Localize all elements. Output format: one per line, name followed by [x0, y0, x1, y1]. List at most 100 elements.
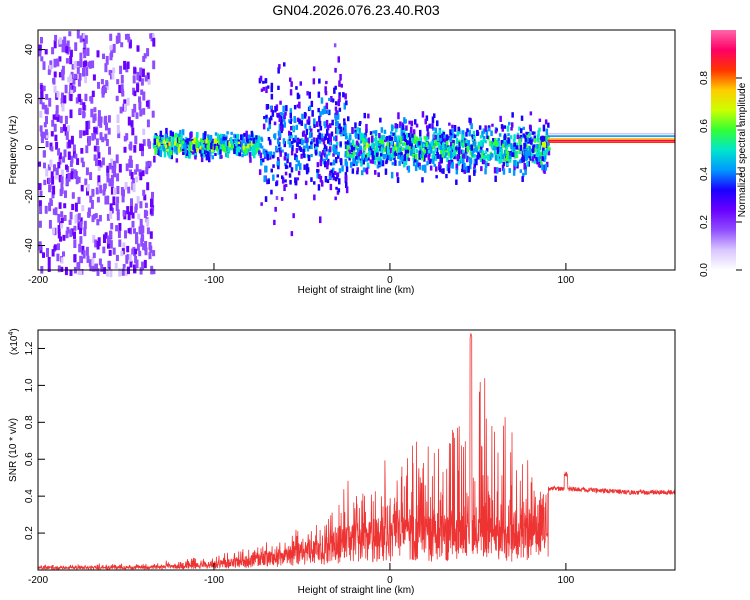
- spectrogram-cell: [390, 124, 394, 132]
- spectrogram-cell: [265, 117, 268, 123]
- spectrogram-cell: [48, 184, 52, 193]
- spectrogram-cell: [307, 157, 311, 162]
- spectrogram-cell: [212, 143, 216, 151]
- spectrogram-cell: [296, 141, 299, 148]
- spectrogram-cell: [262, 80, 265, 84]
- spectrogram-cell: [73, 86, 77, 92]
- spectrogram-cell: [484, 155, 488, 159]
- spectrogram-cell: [257, 145, 261, 150]
- spectrogram-cell: [305, 168, 309, 175]
- spectrogram-cell: [413, 139, 416, 145]
- snr-x-tick-label: -100: [204, 575, 224, 586]
- spectrogram-cell: [139, 67, 143, 76]
- spectrogram-cell: [298, 145, 301, 151]
- spectrogram-cell: [87, 207, 91, 213]
- spectrogram-cell: [264, 165, 267, 173]
- spectrogram-cell: [393, 132, 397, 136]
- spectrogram-cell: [53, 40, 57, 49]
- spectrogram-cell: [243, 148, 246, 153]
- spectrogram-cell: [129, 169, 132, 176]
- spectrogram-cell: [38, 183, 42, 191]
- spectrogram-cell: [394, 135, 397, 142]
- spectrogram-cell: [437, 142, 441, 149]
- spectrogram-cell: [79, 221, 83, 231]
- spectrogram-cell: [172, 135, 175, 140]
- spectrogram-cell: [283, 122, 286, 128]
- spectrogram-cell: [134, 203, 138, 210]
- spectrogram-cell: [405, 125, 408, 131]
- snr-multiplier-base: (x10: [9, 335, 20, 355]
- spectrogram-cell: [68, 219, 72, 225]
- spectrogram-cell: [541, 136, 544, 144]
- spectrogram-cell: [326, 179, 330, 184]
- spectrogram-cell: [276, 174, 279, 178]
- spectrogram-cell: [76, 158, 80, 165]
- spectrogram-cell: [329, 136, 332, 142]
- spectrogram-cell: [57, 232, 61, 239]
- spectrogram-cell: [435, 166, 438, 172]
- spectrogram-cell: [235, 149, 239, 156]
- spectrogram-cell: [84, 93, 88, 102]
- spectrogram-cell: [317, 91, 321, 98]
- spectrogram-cell: [91, 133, 95, 141]
- spectrogram-cell: [349, 142, 353, 148]
- colorbar-tick-label: 0.4: [699, 167, 710, 181]
- spectrogram-cell: [76, 61, 80, 67]
- spectrogram-cell: [224, 137, 227, 143]
- spectrogram-cell: [299, 163, 302, 171]
- spectrogram-cell: [131, 127, 135, 136]
- spectrogram-cell: [179, 129, 182, 136]
- spectrogram-cell: [431, 123, 434, 129]
- spectrogram-cell: [76, 262, 80, 269]
- spectrogram-cell: [162, 137, 166, 144]
- spectrogram-cell: [333, 87, 336, 94]
- spectrogram-cell: [315, 121, 319, 127]
- spectrogram-cell: [135, 259, 139, 269]
- spectrogram-cell: [335, 148, 338, 155]
- spectrogram-cell: [251, 140, 254, 145]
- spectrogram-cell: [114, 262, 118, 269]
- spectrogram-cell: [290, 231, 294, 237]
- spectrogram-cell: [111, 72, 115, 80]
- spectrogram-cell: [548, 141, 675, 143]
- spectrogram-cell: [210, 142, 213, 150]
- spectrogram-cell: [313, 121, 316, 126]
- spectrogram-cell: [88, 259, 92, 267]
- spectrogram-cell: [141, 261, 145, 271]
- spectrogram-cell: [280, 116, 284, 121]
- spectrogram-cell: [511, 152, 515, 157]
- spectrogram-cell: [470, 123, 473, 130]
- spectrogram-cell: [335, 135, 338, 142]
- spectrogram-cell: [514, 151, 518, 156]
- spectrogram-cell: [185, 152, 189, 156]
- spectrogram-cell: [249, 142, 253, 148]
- spectrogram-cell: [219, 145, 222, 150]
- spectrogram-cell: [77, 196, 81, 205]
- spectrogram-cell: [352, 148, 355, 156]
- spectrogram-cell: [285, 105, 288, 112]
- spectrogram-cell: [74, 153, 78, 159]
- spectrogram-cell: [508, 168, 511, 174]
- spectrogram-cell: [344, 151, 348, 157]
- spectrogram-cell: [277, 138, 280, 145]
- spectrogram-cell: [59, 115, 63, 124]
- spectrogram-cell: [204, 140, 208, 148]
- spectrogram-cell: [49, 60, 53, 70]
- spectrogram-cell: [495, 141, 498, 147]
- spectrogram-cell: [338, 80, 341, 87]
- spectrogram-cell: [326, 109, 330, 115]
- spectrogram-cell: [402, 132, 405, 136]
- spectrogram-cell: [318, 139, 322, 144]
- spectrogram-cell: [106, 235, 110, 244]
- spectrogram-cell: [408, 133, 411, 138]
- colorbar-tick-label: 0.0: [699, 263, 710, 277]
- spectrogram-cell: [541, 155, 544, 162]
- spectrogram-cell: [303, 139, 306, 144]
- spectrogram-cell: [44, 49, 48, 55]
- spectrogram-cell: [106, 195, 110, 205]
- spectrogram-cell: [360, 160, 363, 167]
- spectrogram-cell: [220, 155, 223, 159]
- spectrogram-cell: [121, 268, 125, 276]
- spectrogram-cell: [455, 146, 458, 151]
- spectrogram-cell: [308, 145, 312, 149]
